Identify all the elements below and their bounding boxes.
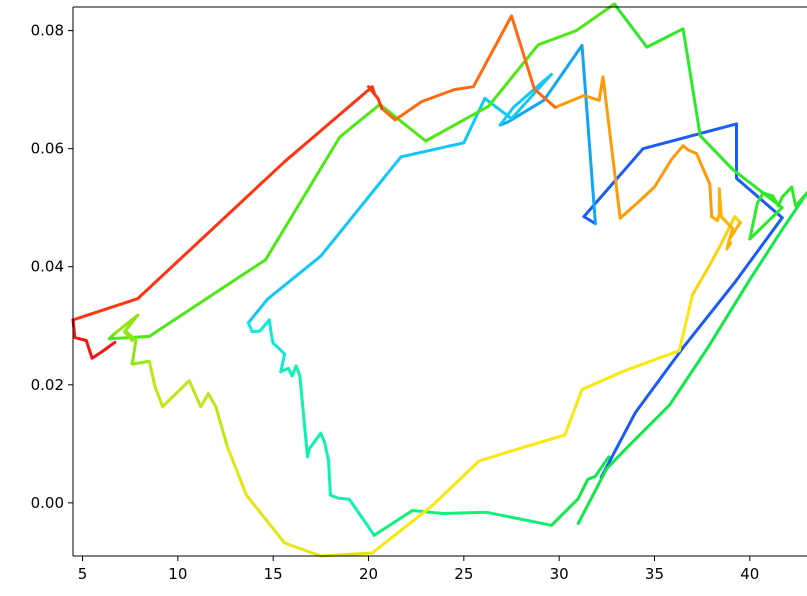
series-line-16 xyxy=(710,187,742,251)
series-line-1 xyxy=(582,122,784,226)
series-line-7 xyxy=(550,455,611,527)
x-tick-label: 10 xyxy=(168,565,187,583)
x-tick-label: 25 xyxy=(454,565,473,583)
series-line-6 xyxy=(372,509,553,537)
ticks-layer: 5 10 15 20 25 30 35 40 0.00 0.02 0.04 0.06 0.08 xyxy=(31,22,760,583)
series-line-8 xyxy=(576,191,807,525)
x-tick-label: 35 xyxy=(645,565,664,583)
x-tick-label: 40 xyxy=(740,565,759,583)
series-line-15 xyxy=(691,215,742,296)
series-line-9 xyxy=(612,2,807,241)
series-line-2 xyxy=(498,43,597,226)
series-line-20 xyxy=(71,318,117,360)
series-line-0 xyxy=(599,216,784,479)
series-line-4 xyxy=(246,318,287,374)
y-tick-label: 0.02 xyxy=(31,376,64,394)
x-tick-label: 15 xyxy=(264,565,283,583)
series-line-18 xyxy=(380,14,557,122)
series-line-14 xyxy=(370,293,695,555)
x-tick-label: 20 xyxy=(359,565,378,583)
y-tick-label: 0.08 xyxy=(31,22,64,40)
x-tick-label: 30 xyxy=(550,565,569,583)
series-line-12 xyxy=(147,359,229,449)
series-line-5 xyxy=(279,364,376,537)
y-tick-label: 0.04 xyxy=(31,258,64,276)
series-line-3 xyxy=(246,72,553,325)
series-layer xyxy=(71,2,807,558)
y-tick-label: 0.00 xyxy=(31,494,64,512)
series-line-10 xyxy=(107,2,616,341)
series-line-11 xyxy=(113,313,151,366)
series-line-19 xyxy=(71,85,384,322)
series-line-13 xyxy=(225,445,374,558)
y-tick-label: 0.06 xyxy=(31,140,64,158)
axes-layer xyxy=(72,6,807,557)
series-line-17 xyxy=(553,75,714,220)
x-tick-label: 5 xyxy=(78,565,88,583)
